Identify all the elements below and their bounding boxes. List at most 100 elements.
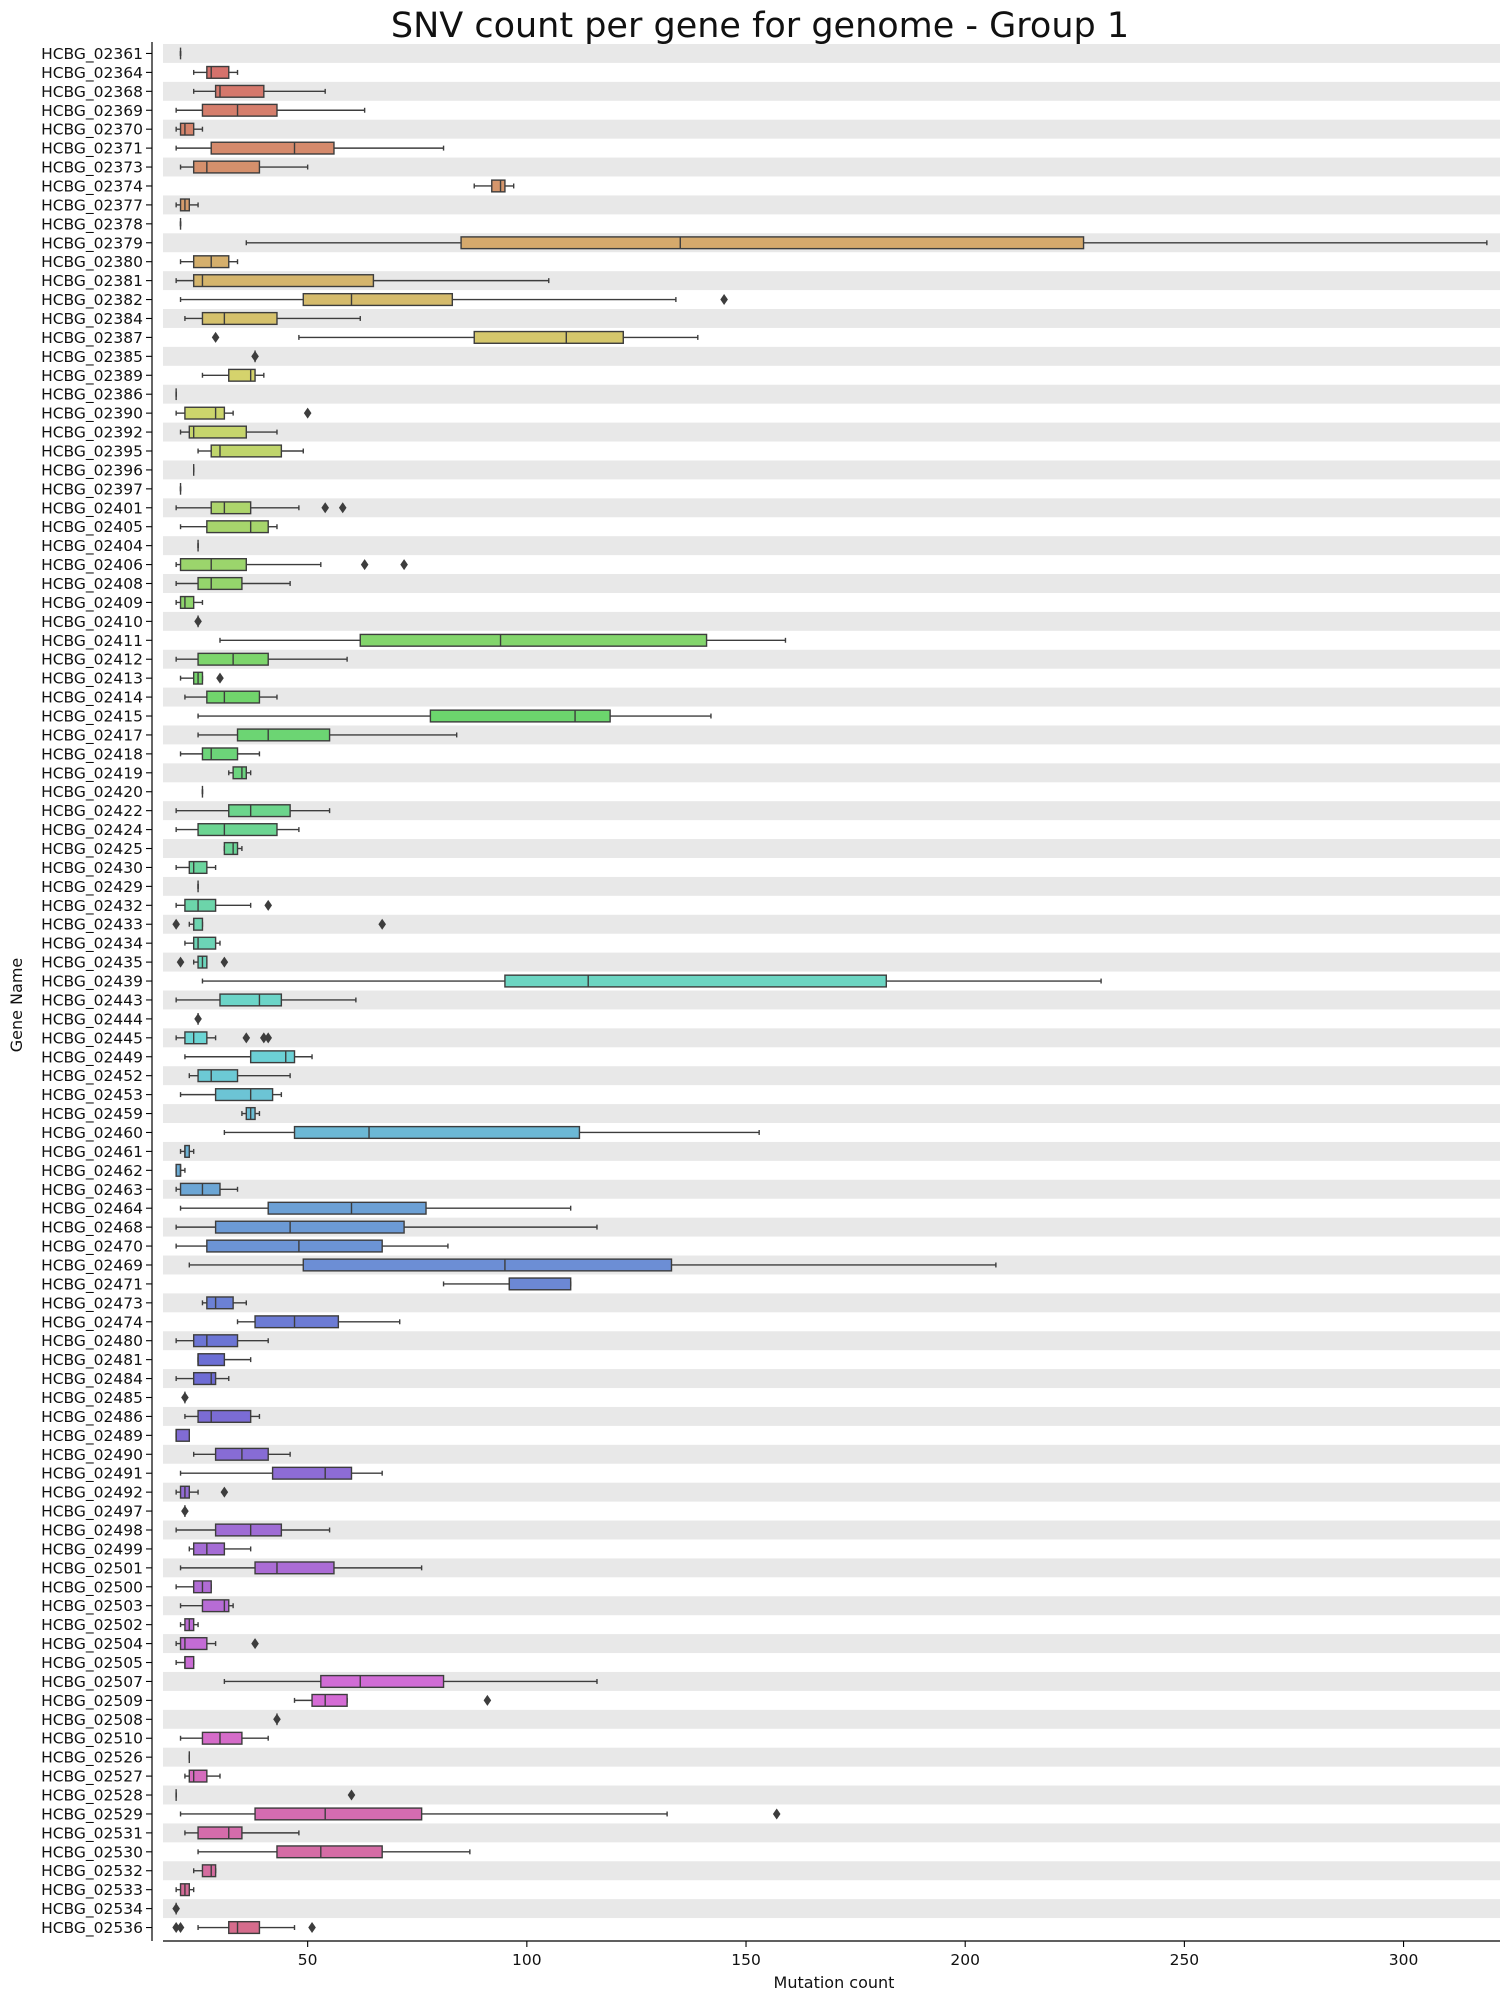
outlier-point (338, 502, 347, 514)
y-tick-label: HCBG_02387 (41, 329, 143, 348)
y-tick-label: HCBG_02382 (41, 291, 143, 310)
row-band (163, 1823, 1500, 1843)
row-band (163, 309, 1500, 328)
box-hcbg_02464 (179, 1201, 572, 1215)
row-band (163, 81, 1500, 101)
outlier-point (176, 956, 185, 968)
outlier-point (176, 1922, 185, 1934)
row-band (163, 195, 1500, 215)
y-tick-label: HCBG_02381 (41, 272, 143, 291)
y-tick-label: HCBG_02498 (41, 1522, 143, 1541)
outlier-point (347, 1789, 356, 1801)
outlier-point (172, 918, 180, 930)
row-band (163, 763, 1500, 783)
box-hcbg_02414 (184, 690, 278, 704)
y-tick-label: HCBG_02471 (41, 1275, 143, 1294)
y-tick-label: HCBG_02462 (41, 1162, 143, 1181)
box-hcbg_02408 (175, 576, 291, 591)
box-iqr (214, 1088, 274, 1102)
box-hcbg_02529 (179, 1807, 781, 1821)
box-iqr (179, 122, 195, 136)
box-iqr (271, 1466, 353, 1480)
outlier-point (273, 1713, 281, 1725)
box-hcbg_02374 (473, 179, 515, 193)
box-hcbg_02412 (175, 652, 348, 666)
box-hcbg_02505 (175, 1655, 195, 1670)
box-iqr (179, 558, 247, 572)
box-iqr (206, 690, 261, 704)
row-band (163, 1331, 1500, 1351)
y-tick-label: HCBG_02430 (41, 859, 143, 878)
y-tick-label: HCBG_02432 (41, 897, 143, 916)
box-iqr (267, 1201, 427, 1215)
y-tick-label: HCBG_02485 (41, 1389, 143, 1408)
y-tick-label: HCBG_02536 (41, 1919, 143, 1938)
box-hcbg_02432 (175, 898, 273, 912)
box-iqr (210, 444, 283, 458)
box-iqr (184, 1655, 195, 1670)
box-hcbg_02462 (175, 1163, 186, 1177)
y-tick-label: HCBG_02459 (41, 1105, 143, 1124)
box-hcbg_02381 (175, 274, 550, 288)
x-axis-label: Mutation count (774, 1973, 895, 1992)
outlier-point (220, 956, 229, 968)
chart-title: SNV count per gene for genome - Group 1 (391, 6, 1129, 46)
y-tick-label: HCBG_02422 (41, 802, 143, 821)
box-iqr (228, 368, 256, 382)
box-hcbg_02491 (179, 1466, 383, 1480)
outlier-point (303, 407, 312, 419)
y-tick-label: HCBG_02420 (41, 783, 143, 802)
boxes-layer (172, 47, 1488, 1935)
y-tick-label: HCBG_02377 (41, 196, 143, 215)
y-tick-label: HCBG_02371 (41, 140, 143, 159)
row-band (163, 422, 1500, 442)
y-tick-label: HCBG_02502 (41, 1616, 143, 1635)
box-hcbg_02417 (197, 728, 458, 742)
outlier-point (483, 1694, 492, 1706)
y-tick-label: HCBG_02489 (41, 1427, 143, 1446)
box-iqr (201, 747, 239, 761)
box-iqr (201, 311, 278, 326)
y-tick-label: HCBG_02429 (41, 878, 143, 897)
box-hcbg_02371 (175, 141, 445, 155)
y-tick-label: HCBG_02533 (41, 1881, 143, 1900)
box-hcbg_02422 (175, 804, 331, 818)
y-tick-label: HCBG_02510 (41, 1730, 143, 1749)
y-tick-label: HCBG_02534 (41, 1900, 143, 1919)
y-tick-label: HCBG_02414 (41, 689, 143, 708)
box-hcbg_02430 (175, 860, 217, 875)
box-hcbg_02508 (273, 1713, 281, 1726)
box-hcbg_02501 (179, 1561, 423, 1575)
box-hcbg_02443 (175, 993, 357, 1007)
y-tick-label: HCBG_02469 (41, 1256, 143, 1275)
x-tick-label: 200 (950, 1951, 980, 1969)
box-hcbg_02463 (175, 1182, 239, 1196)
box-iqr (192, 274, 375, 288)
y-tick-label: HCBG_02453 (41, 1086, 143, 1105)
box-hcbg_02369 (175, 103, 366, 117)
box-hcbg_02370 (175, 122, 204, 136)
box-iqr (179, 1637, 208, 1651)
box-iqr (206, 1239, 383, 1253)
y-tick-label: HCBG_02509 (41, 1692, 143, 1711)
y-tick-label: HCBG_02486 (41, 1408, 143, 1427)
outlier-point (211, 331, 220, 343)
box-iqr (210, 501, 252, 515)
box-hcbg_02379 (245, 236, 1488, 250)
box-hcbg_02445 (175, 1031, 273, 1045)
outlier-point (264, 899, 273, 911)
box-hcbg_02385 (251, 350, 259, 363)
outlier-point (360, 559, 369, 571)
box-hcbg_02401 (175, 501, 347, 515)
box-hcbg_02480 (175, 1334, 269, 1348)
box-hcbg_02380 (179, 255, 239, 269)
box-iqr (232, 766, 247, 780)
box-hcbg_02389 (201, 368, 265, 382)
x-tick-label: 150 (731, 1951, 761, 1969)
box-iqr (223, 841, 239, 856)
box-hcbg_02461 (179, 1144, 195, 1158)
box-iqr (197, 1826, 243, 1840)
box-iqr (188, 1769, 208, 1783)
outlier-point (216, 672, 224, 684)
